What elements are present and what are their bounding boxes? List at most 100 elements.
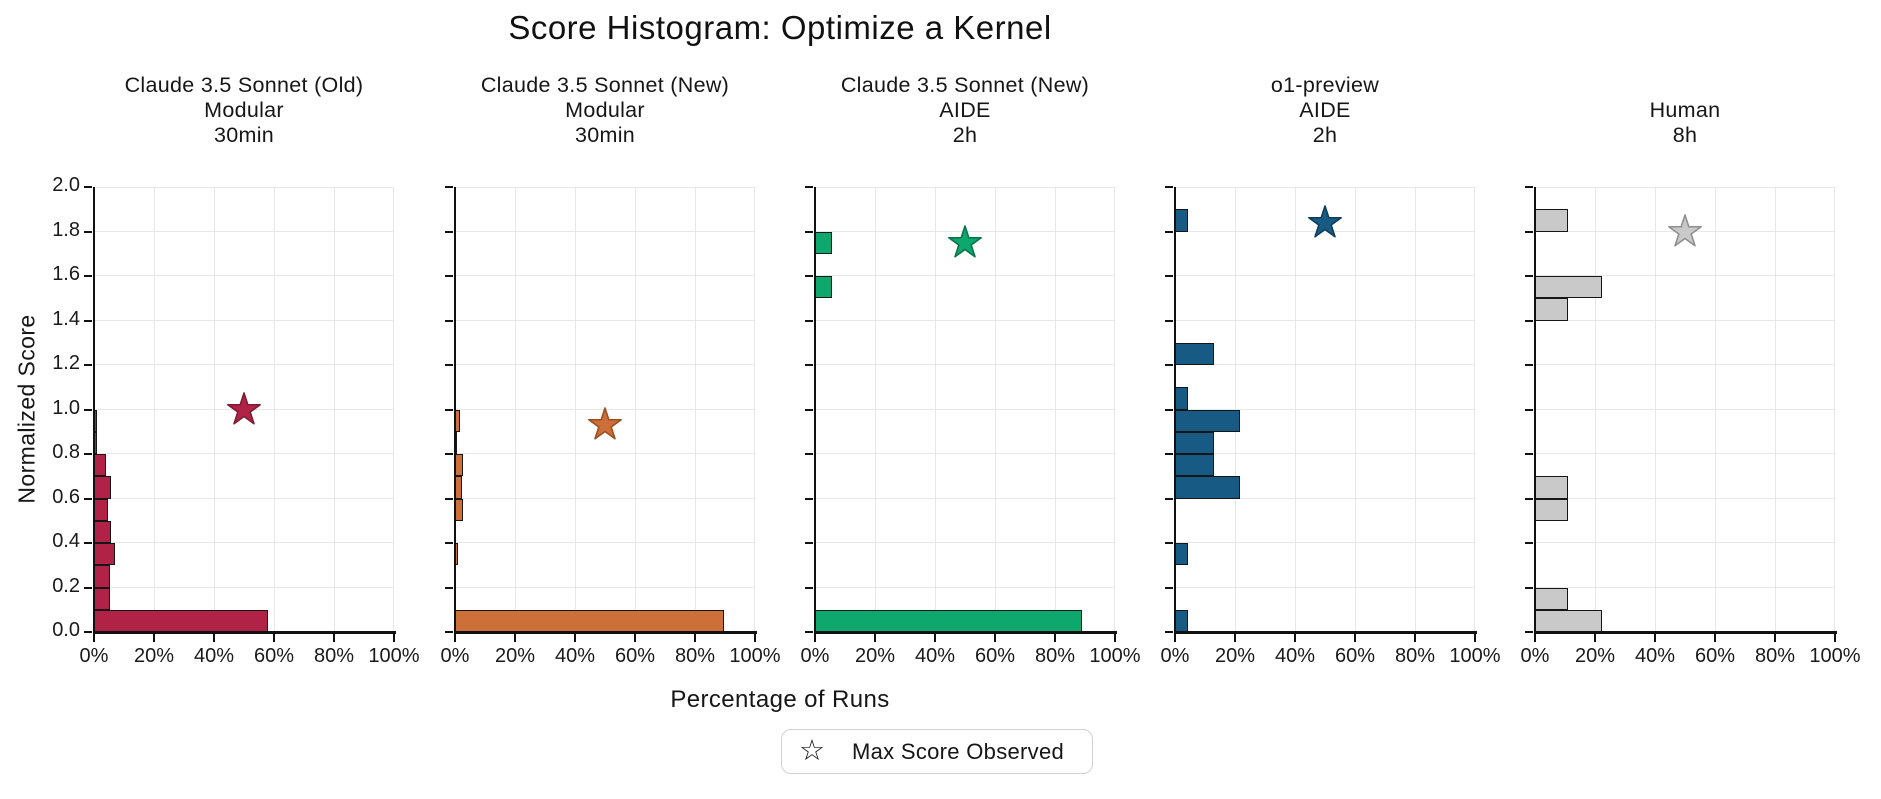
gridline [815,275,1115,276]
gridline [1295,187,1296,632]
y-axis-tick [445,230,453,233]
y-axis-tick [84,230,92,233]
chart-title: Score Histogram: Optimize a Kernel [508,9,1052,46]
x-axis-tick [1594,633,1596,642]
max-score-star [588,407,622,440]
x-tick-label: 80% [1754,645,1796,667]
y-axis-tick [84,631,92,633]
histogram-bar [1535,276,1602,299]
histogram-bar [1175,454,1214,477]
gridline [154,187,155,632]
gridline [1775,187,1776,632]
histogram-bar [94,609,268,632]
x-axis-tick [153,633,155,642]
y-axis-tick [84,586,92,589]
x-axis-tick [1474,633,1476,642]
y-axis-tick [1165,319,1173,322]
y-axis-tick [1165,631,1173,633]
histogram-bar [1535,209,1569,232]
gridline [455,275,755,276]
gridline [1175,453,1475,454]
x-axis-tick [1414,633,1416,642]
y-axis-tick [445,542,453,544]
histogram-bar [94,498,109,521]
gridline [455,187,755,188]
x-tick-label: 40% [1634,645,1676,667]
x-axis-tick [273,633,275,642]
histogram-bar [1175,342,1214,365]
panel-title-line: Claude 3.5 Sonnet (New) [840,73,1090,97]
x-tick-label: 100% [729,645,781,667]
gridline [1834,187,1835,632]
gridline [94,542,394,543]
gridline [875,187,876,632]
gridline [515,187,516,632]
histogram-bar [1175,209,1188,232]
panel-title-line: Human [1649,98,1721,122]
gridline [1535,408,1835,410]
gridline [1535,275,1835,276]
x-axis-tick [694,633,696,642]
gridline [1595,187,1596,632]
x-axis-tick [1174,633,1176,642]
y-axis-tick [1165,275,1173,277]
y-axis-tick [84,275,92,277]
gridline [1175,542,1475,543]
panel-title-human-8h: Human 8h [1495,62,1875,148]
gridline [815,542,1115,543]
y-axis-tick [445,631,453,633]
y-axis-spine [1533,187,1536,634]
histogram-bar [1535,298,1569,321]
y-axis-tick [805,230,813,233]
panel-title-line: 8h [1672,123,1698,147]
gridline [94,187,394,188]
panel-title-line: Modular [565,98,645,122]
y-tick-label: 1.4 [52,307,80,330]
gridline [94,319,394,321]
gridline [94,586,394,588]
x-tick-label: 100% [1089,645,1141,667]
y-axis-tick [1165,453,1173,455]
x-axis-tick [1054,633,1056,642]
x-axis-tick [213,633,215,642]
histogram-bar [94,454,106,477]
x-axis-tick [393,633,395,642]
y-axis-tick [1525,453,1533,455]
x-axis-label: Percentage of Runs [670,686,890,713]
x-axis-tick [1294,633,1296,642]
y-axis-tick [445,364,453,366]
gridline [274,187,275,632]
gridline [1055,187,1056,632]
y-axis-tick [1165,586,1173,589]
max-score-star [1668,213,1702,247]
x-tick-label: 100% [368,645,420,667]
y-axis-tick [1165,542,1173,544]
x-axis-spine [92,631,396,634]
y-axis-tick [805,497,813,500]
x-axis-tick [994,633,996,642]
y-axis-spine [1173,187,1176,634]
y-tick-label: 0.4 [52,530,80,552]
histogram-bar [1535,498,1569,521]
panel-title-line: Claude 3.5 Sonnet (Old) [124,73,364,97]
x-tick-label: 40% [1274,645,1316,667]
y-axis-tick [1525,497,1533,500]
gridline [1175,187,1475,188]
gridline [1175,586,1475,588]
y-tick-label: 2.0 [52,174,80,196]
x-tick-label: 0% [800,645,830,667]
y-axis-tick [805,631,813,633]
gridline [1535,453,1835,454]
gridline [94,364,394,365]
y-axis-tick [445,453,453,455]
y-axis-tick [445,275,453,277]
x-tick-label: 80% [674,645,716,667]
x-tick-label: 0% [440,645,470,667]
histogram-bar [94,543,115,566]
x-axis-spine [1533,631,1837,634]
histogram-bar [94,520,111,543]
gridline [1175,319,1475,321]
x-axis-tick [754,633,756,642]
gridline [455,542,755,543]
